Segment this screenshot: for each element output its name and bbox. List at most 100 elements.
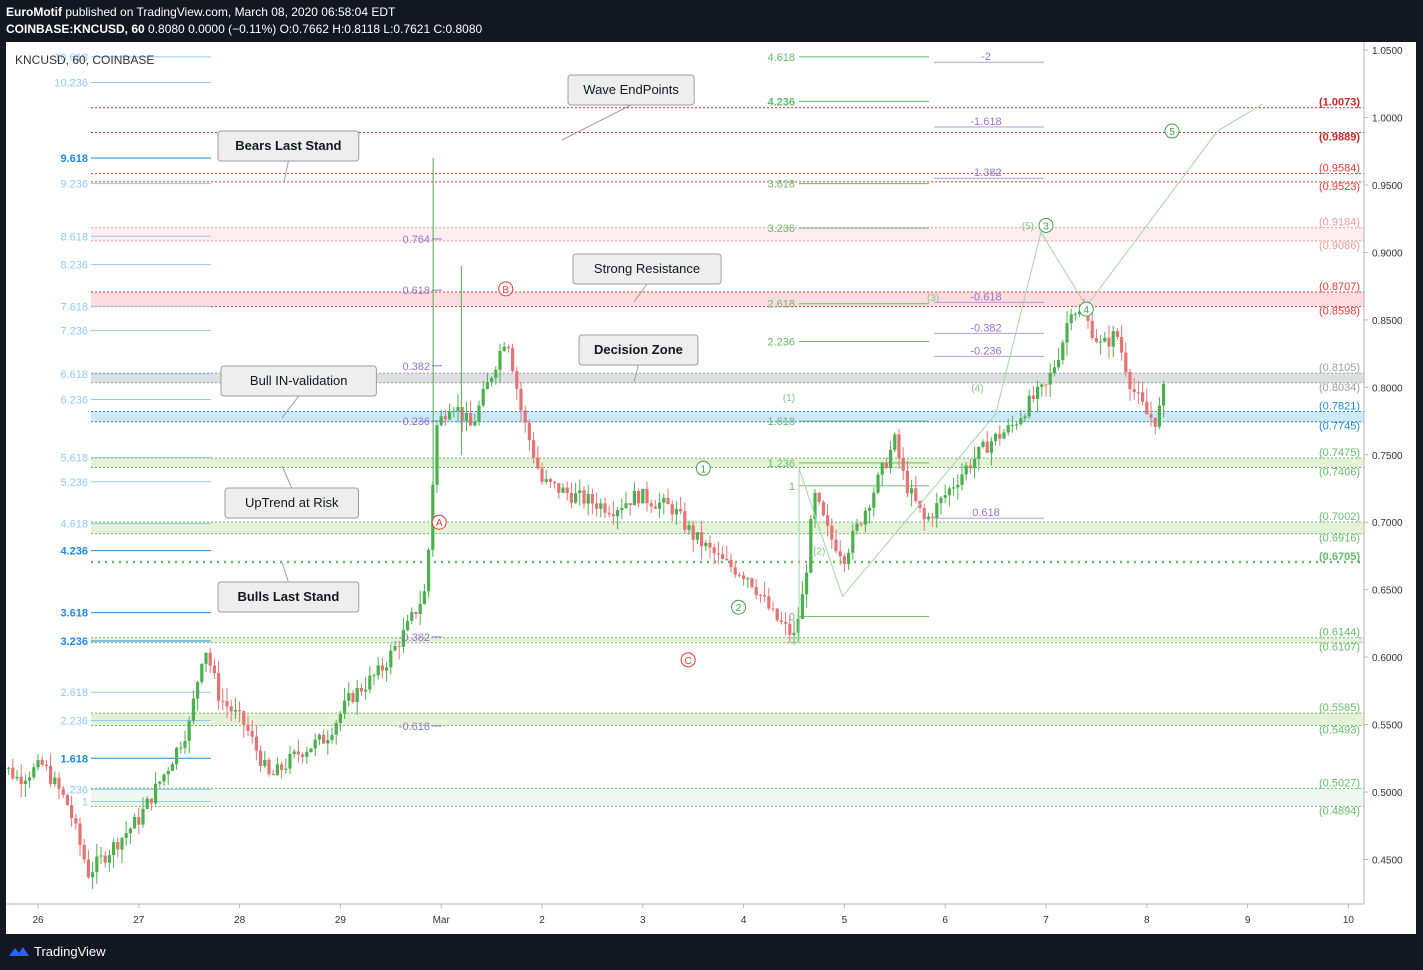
candle-body <box>952 487 956 489</box>
candle-body <box>532 440 536 458</box>
candle-body <box>527 422 531 441</box>
candle-body <box>225 701 229 707</box>
candle-body <box>805 572 809 595</box>
candle-body <box>154 783 158 804</box>
fib-label: -0.618 <box>399 721 430 733</box>
candle-body <box>15 776 19 779</box>
fib-label: 5.618 <box>60 452 88 464</box>
level-labels: (1.0073) (0.9889) (0.9584) (0.9523) (0.9184)… <box>1319 97 1360 818</box>
chart-symbol-label: KNCUSD, 60, COINBASE <box>15 53 155 67</box>
candle-body <box>397 645 401 647</box>
candle-body <box>821 501 825 516</box>
candle-body <box>175 747 179 765</box>
level-label: (0.9889) <box>1319 132 1360 144</box>
candle-body <box>1157 405 1161 427</box>
sub-wave-label: (4) <box>971 383 983 394</box>
candle-body <box>1048 373 1052 385</box>
time-tick-label: 3 <box>640 915 646 926</box>
callout-uptrend_at_risk: UpTrend at Risk <box>224 465 359 519</box>
callout-pointer <box>633 283 648 303</box>
zone-band <box>91 458 1364 468</box>
candle-body <box>263 759 267 767</box>
candle-body <box>889 449 893 468</box>
wave-number: 4 <box>1084 305 1090 316</box>
price-tick-label: 0.6000 <box>1372 653 1403 664</box>
candle-body <box>183 740 187 748</box>
fib-label: 9.236 <box>60 179 88 191</box>
level-label: (0.7745) <box>1319 421 1360 433</box>
candle-body <box>1120 337 1124 353</box>
fib-label: 10.236 <box>54 77 88 89</box>
candle-body <box>536 457 540 469</box>
candle-body <box>515 371 519 389</box>
candle-body <box>280 764 284 770</box>
wave-marker <box>731 599 747 615</box>
candle-body <box>200 663 204 682</box>
candle-body <box>1010 424 1014 426</box>
brand-name[interactable]: TradingView <box>34 944 106 959</box>
zone-band <box>91 788 1364 807</box>
callout-text: Bears Last Stand <box>235 138 341 153</box>
callout-text: Wave EndPoints <box>583 82 679 97</box>
fib-label: -2 <box>981 51 991 63</box>
symbol-label: COINBASE:KNCUSD, 60 <box>6 22 145 36</box>
candle-body <box>456 407 460 411</box>
candle-body <box>628 503 632 506</box>
candle-body <box>1073 314 1077 316</box>
price-tick-label: 1.0000 <box>1372 114 1403 125</box>
candle-body <box>107 855 111 863</box>
price-tick-label: 1.0500 <box>1372 46 1403 57</box>
callout-pointer <box>281 395 300 419</box>
candle-body <box>645 489 649 504</box>
candle-body <box>301 754 305 757</box>
candle-body <box>32 767 36 778</box>
candle-body <box>1149 414 1153 418</box>
candle-body <box>1006 425 1010 433</box>
level-label: (0.9523) <box>1319 181 1360 193</box>
candle-body <box>313 739 317 749</box>
candle-body <box>511 348 515 372</box>
candle-body <box>737 574 741 576</box>
price-tick-label: 0.9000 <box>1372 248 1403 259</box>
fib-label: 4.618 <box>60 519 88 531</box>
candle-body <box>1090 320 1094 339</box>
candle-body <box>296 751 300 755</box>
candle-body <box>998 433 1002 439</box>
price-chart[interactable]: 10.61810.2369.6189.2368.6188.2367.6187.2… <box>0 42 1416 934</box>
candle-body <box>380 665 384 671</box>
candle-body <box>624 503 628 509</box>
candle-body <box>275 764 279 776</box>
tradingview-logo-icon[interactable] <box>8 944 30 960</box>
candle-body <box>494 369 498 378</box>
candle-body <box>1111 331 1115 347</box>
candle-body <box>775 608 779 621</box>
candle-body <box>401 630 405 647</box>
candle-body <box>687 525 691 530</box>
fib-label: 1.618 <box>767 416 795 428</box>
candle-body <box>347 693 351 701</box>
candle-body <box>666 497 670 505</box>
candle-body <box>389 650 393 668</box>
author-name[interactable]: EuroMotif <box>6 5 62 19</box>
candle-body <box>28 777 32 781</box>
price-tick-label: 0.8000 <box>1372 383 1403 394</box>
callout-box <box>567 74 695 106</box>
time-axis: 26 27 28 29 Mar 2 3 4 5 6 7 8 9 10 <box>6 903 1364 926</box>
fib-label: 0.764 <box>402 234 430 246</box>
candle-body <box>498 350 502 370</box>
candle-body <box>1128 372 1132 390</box>
candle-body <box>695 532 699 540</box>
candle-body <box>414 612 418 615</box>
candle-body <box>796 618 800 633</box>
candle-body <box>830 525 834 540</box>
chart-area[interactable]: 10.618 10.236 9.618 9.236 8.618 8.236 7.618 7.2… <box>0 42 1416 934</box>
wave-marker <box>1038 217 1054 233</box>
callout-bears_last_stand: Bears Last Stand <box>217 130 360 183</box>
candle-body <box>95 856 99 873</box>
level-label: (0.6107) <box>1319 642 1360 654</box>
candle-body <box>338 713 342 724</box>
candle-body <box>65 794 69 805</box>
candle-body <box>834 539 838 552</box>
candle-body <box>674 509 678 515</box>
price-tick-label: 0.7500 <box>1372 451 1403 462</box>
